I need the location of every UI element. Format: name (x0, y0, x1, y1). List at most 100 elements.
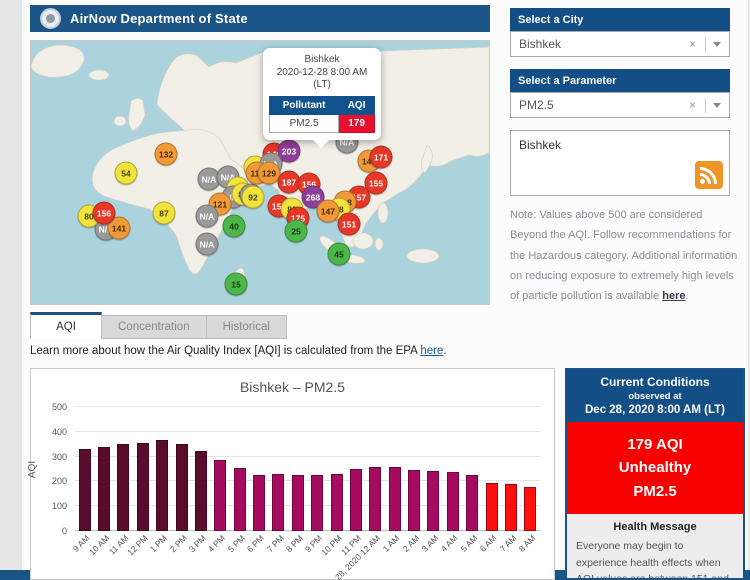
aqi-map-marker[interactable]: 141 (107, 216, 131, 240)
chevron-down-icon[interactable] (713, 41, 721, 47)
aqi-map-marker[interactable]: 25 (284, 219, 308, 243)
aqi-map-marker[interactable]: 147 (316, 199, 340, 223)
aqi-map-marker[interactable]: 129 (257, 161, 281, 185)
aqi-map-marker[interactable]: 45 (327, 242, 351, 266)
x-axis-label: 7 PM (264, 533, 286, 555)
chart-bar[interactable] (272, 474, 285, 531)
parameter-select[interactable]: PM2.5 × (510, 92, 730, 118)
aqi-map-marker[interactable]: 203 (277, 139, 301, 163)
popup-col-pollutant: Pollutant (268, 95, 340, 115)
select-divider (705, 36, 706, 52)
x-axis-label: 11 AM (106, 533, 131, 558)
aqi-map-marker[interactable]: 171 (369, 145, 393, 169)
aqi-map-marker[interactable]: 92 (241, 185, 265, 209)
chart-bar[interactable] (446, 472, 459, 531)
aqi-map-marker[interactable]: 151 (337, 212, 361, 236)
tab-historical[interactable]: Historical (206, 315, 287, 339)
y-axis-tick: 400 (51, 426, 67, 437)
aqi-map-marker[interactable]: 54 (114, 161, 138, 185)
x-axis-label: 7 AM (497, 533, 519, 555)
popup-timezone: (LT) (313, 79, 331, 90)
clear-city-icon[interactable]: × (688, 37, 696, 51)
chart-bar[interactable] (214, 459, 227, 531)
popup-city: Bishkek (304, 54, 340, 65)
current-conditions-panel: Current Conditions observed at Dec 28, 2… (565, 368, 745, 580)
select-city-header: Select a City (510, 8, 730, 31)
aqi-pollutant: PM2.5 (633, 482, 677, 500)
chart-bar[interactable] (349, 468, 362, 531)
chart-bar[interactable] (156, 439, 169, 531)
chart-grid (75, 406, 540, 531)
x-axis-label: 8 AM (516, 533, 538, 555)
chart-bar[interactable] (388, 466, 401, 531)
app-header: AirNow Department of State (30, 5, 490, 32)
chart-bar[interactable] (253, 475, 266, 531)
city-select-value: Bishkek (519, 37, 562, 51)
chart-bar[interactable] (233, 467, 246, 531)
chart-bar[interactable] (408, 469, 421, 531)
world-map[interactable]: 13254N/A1418015687N/AN/A97N/A89N/A66121N… (30, 40, 490, 305)
chart-bar[interactable] (117, 443, 130, 531)
chart-bar[interactable] (504, 484, 517, 531)
aqi-map-marker[interactable]: 40 (222, 214, 246, 238)
x-axis-label: 6 PM (245, 533, 267, 555)
x-axis-label: 1 AM (380, 533, 402, 555)
rss-icon[interactable] (695, 161, 723, 189)
y-axis-tick: 100 (51, 501, 67, 512)
aqi-map-marker[interactable]: 15 (224, 272, 248, 296)
chart-bar[interactable] (311, 475, 324, 531)
chart-bar[interactable] (175, 443, 188, 531)
chart-bar[interactable] (136, 442, 149, 531)
chart-bar[interactable] (330, 474, 343, 531)
health-message-block: Health Message Everyone may begin to exp… (567, 514, 743, 578)
x-axis-label: 4 AM (439, 533, 460, 555)
clear-parameter-icon[interactable]: × (688, 98, 696, 112)
chart-bar[interactable] (291, 475, 304, 531)
chart-bar[interactable] (369, 466, 382, 531)
popup-datetime: 2020-12-28 8:00 AM (276, 66, 368, 78)
chart-panel: Bishkek – PM2.5 AQI 0 100 200 300 400 500 9 A… (27, 368, 555, 580)
x-axis-label: 4 PM (206, 533, 228, 555)
x-axis-label: 10 PM (319, 533, 344, 558)
chart-bar[interactable] (427, 471, 440, 531)
feed-city-text: Bishkek (519, 138, 562, 152)
aqi-map-marker[interactable]: 156 (92, 201, 116, 225)
x-axis-label: 12 PM (125, 533, 150, 558)
parameter-select-value: PM2.5 (519, 98, 554, 112)
dos-seal-logo (40, 8, 61, 29)
y-axis-tick: 500 (51, 402, 67, 412)
health-message-title: Health Message (613, 520, 697, 533)
city-select[interactable]: Bishkek × (510, 31, 730, 57)
select-divider (705, 97, 706, 113)
chart-bar[interactable] (194, 450, 207, 531)
current-conditions-title: Current Conditions (600, 375, 710, 389)
x-axis-label: 5 AM (458, 533, 480, 555)
learn-more-link[interactable]: here (420, 345, 444, 357)
chart-bar[interactable] (98, 446, 111, 531)
select-parameter-header: Select a Parameter (510, 69, 730, 92)
chevron-down-icon[interactable] (713, 102, 721, 108)
observed-at-label: observed at (628, 391, 682, 402)
feed-box: Bishkek (510, 130, 730, 196)
note-link[interactable]: here (662, 290, 686, 303)
aqi-map-marker[interactable]: 132 (154, 142, 178, 166)
chart-bar[interactable] (524, 486, 537, 531)
aqi-map-marker[interactable]: N/A (195, 232, 219, 256)
popup-aqi-value: 179 (338, 113, 375, 133)
learn-more-period: . (443, 345, 447, 357)
aqi-map-marker[interactable]: N/A (195, 204, 219, 228)
aqi-map-marker[interactable]: 187 (277, 170, 301, 194)
map-popup: Bishkek 2020-12-28 8:00 AM (LT) Pollutan… (263, 48, 381, 148)
content-area: AirNow Department of State (22, 0, 748, 580)
tab-bar: AQI Concentration Historical (30, 312, 287, 339)
chart-bar[interactable] (466, 475, 479, 531)
chart-bar[interactable] (485, 483, 498, 531)
tab-aqi[interactable]: AQI (30, 312, 102, 339)
aqi-map-marker[interactable]: 87 (152, 201, 176, 225)
chart-bar[interactable] (78, 448, 91, 531)
x-axis-label: 1 PM (148, 533, 170, 555)
x-axis-label: 3 PM (186, 533, 209, 555)
tab-concentration[interactable]: Concentration (102, 315, 207, 339)
aqi-map-marker[interactable]: 155 (364, 171, 388, 195)
popup-table: Pollutant AQI PM2.5 179 (268, 95, 375, 133)
